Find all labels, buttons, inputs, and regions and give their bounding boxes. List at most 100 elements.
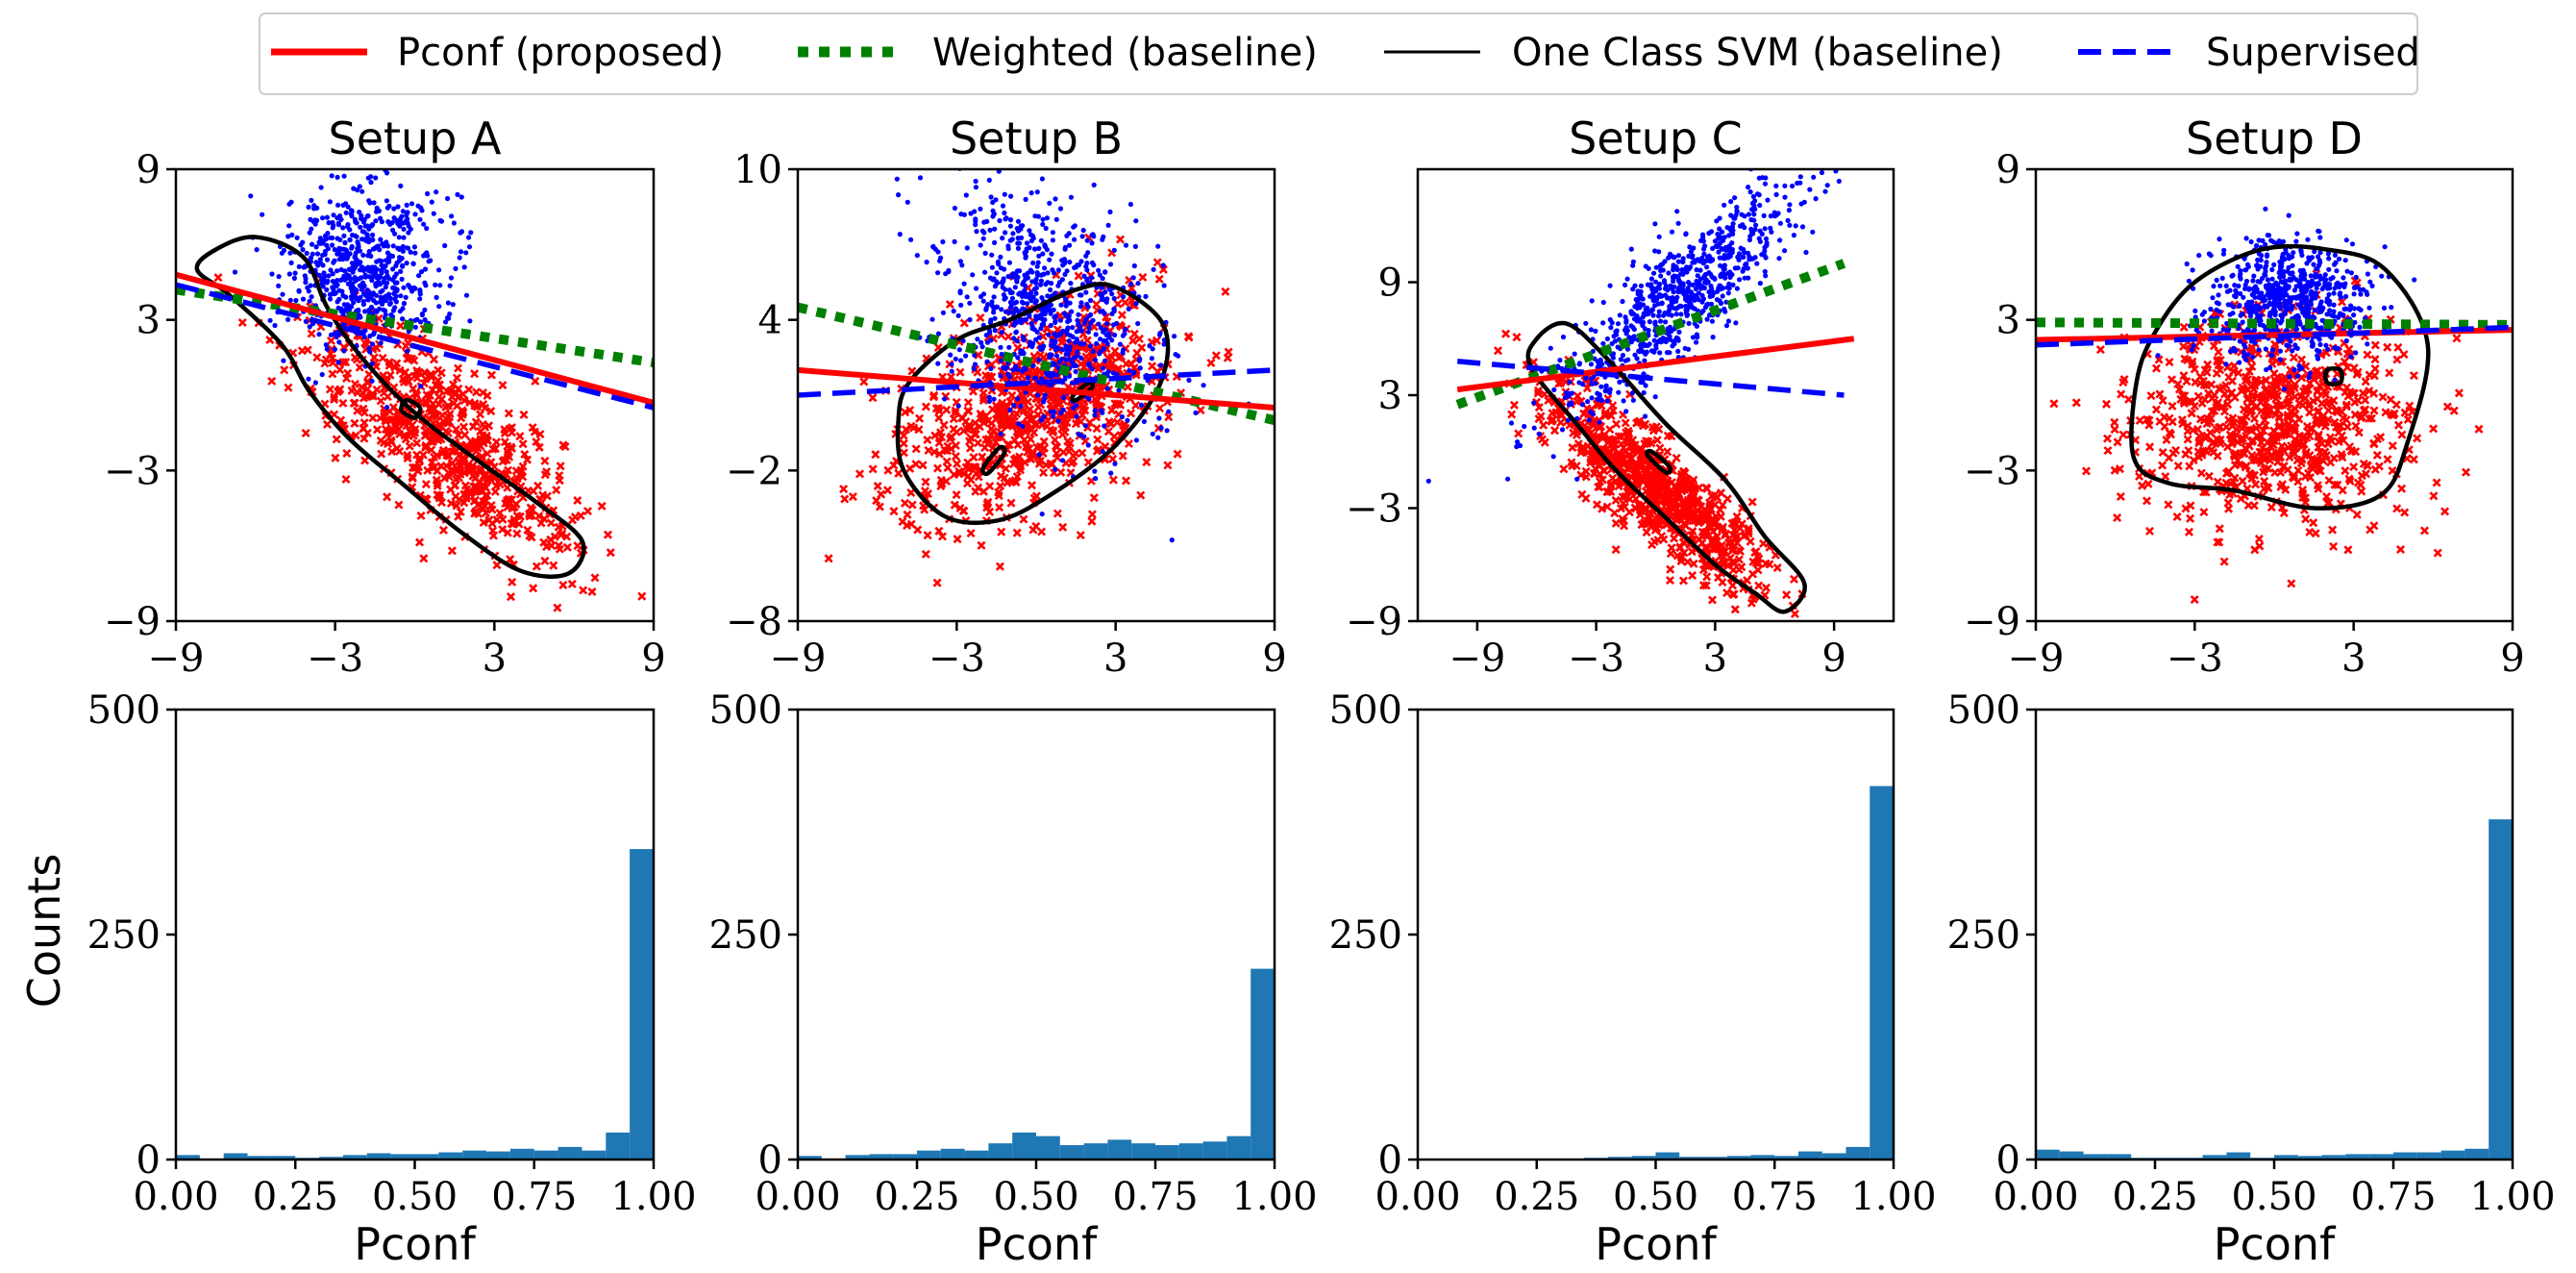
positive-point xyxy=(983,332,989,338)
positive-point xyxy=(1642,358,1647,363)
positive-point xyxy=(1076,431,1081,437)
positive-point xyxy=(1070,334,1076,339)
negative-point xyxy=(1173,449,1182,459)
negative-point xyxy=(1091,394,1101,404)
positive-point xyxy=(1096,321,1102,327)
positive-point xyxy=(1672,254,1677,261)
positive-point xyxy=(403,294,409,300)
negative-point xyxy=(1039,468,1049,478)
positive-point xyxy=(307,298,312,304)
positive-point xyxy=(384,250,391,256)
negative-point xyxy=(872,496,881,506)
negative-point xyxy=(976,312,985,323)
positive-point xyxy=(1002,210,1007,216)
positive-point xyxy=(1717,215,1722,221)
negative-point xyxy=(991,437,1001,447)
negative-point xyxy=(1689,499,1698,509)
positive-point xyxy=(337,213,343,219)
positive-point xyxy=(1048,287,1053,293)
positive-point xyxy=(1011,403,1017,409)
negative-point xyxy=(516,465,526,475)
negative-point xyxy=(1556,417,1566,428)
negative-point xyxy=(1154,274,1164,284)
negative-point xyxy=(906,519,916,529)
negative-point xyxy=(1728,589,1738,599)
positive-point xyxy=(1036,245,1042,251)
positive-point xyxy=(1119,413,1126,420)
positive-point xyxy=(981,219,987,225)
positive-point xyxy=(1066,338,1072,344)
negative-point xyxy=(1678,576,1689,586)
negative-point xyxy=(479,517,488,528)
negative-point xyxy=(383,492,392,502)
positive-point xyxy=(1744,261,1749,266)
negative-point xyxy=(478,387,488,398)
positive-point xyxy=(999,351,1004,358)
positive-point xyxy=(1824,183,1830,188)
positive-point xyxy=(1574,476,1580,482)
negative-point xyxy=(868,464,878,474)
positive-point xyxy=(353,278,359,284)
negative-point xyxy=(553,603,562,612)
positive-point xyxy=(1782,248,1788,254)
negative-point xyxy=(657,591,664,598)
positive-point xyxy=(1676,329,1682,335)
negative-point xyxy=(995,503,1004,512)
negative-point xyxy=(482,431,491,440)
positive-point xyxy=(1028,190,1034,196)
negative-point xyxy=(1688,526,1697,537)
negative-point xyxy=(2343,545,2353,555)
negative-point xyxy=(412,438,422,448)
positive-point xyxy=(1691,295,1697,301)
positive-point xyxy=(345,224,351,230)
positive-point xyxy=(254,247,260,253)
negative-point xyxy=(428,462,437,472)
negative-point xyxy=(637,591,647,601)
negative-point xyxy=(1630,470,1640,480)
positive-point xyxy=(296,263,302,269)
negative-point xyxy=(1058,522,1068,532)
positive-point xyxy=(1588,327,1594,333)
negative-point xyxy=(540,556,550,565)
pconf-boundary xyxy=(1456,336,1855,393)
positive-point xyxy=(955,312,961,318)
positive-point xyxy=(972,352,978,358)
positive-point xyxy=(1008,304,1014,310)
positive-point xyxy=(1076,262,1082,268)
plot-area xyxy=(2036,206,2513,605)
negative-point xyxy=(945,299,954,310)
positive-point xyxy=(369,361,375,366)
negative-point xyxy=(953,535,962,544)
negative-point xyxy=(957,413,968,423)
positive-point xyxy=(1589,376,1595,382)
y-tick-label: −9 xyxy=(104,600,161,644)
positive-point xyxy=(1057,206,1064,212)
positive-point xyxy=(353,259,359,264)
negative-point xyxy=(396,321,406,331)
positive-point xyxy=(417,216,423,222)
positive-point xyxy=(367,200,373,206)
negative-point xyxy=(1602,444,1612,454)
negative-point xyxy=(433,490,443,500)
negative-point xyxy=(979,418,989,428)
positive-point xyxy=(1756,192,1762,198)
positive-point xyxy=(978,339,984,345)
positive-point xyxy=(1158,362,1164,368)
positive-point xyxy=(1150,346,1155,352)
negative-point xyxy=(1606,481,1616,490)
negative-point xyxy=(1114,353,1124,362)
negative-point xyxy=(952,490,961,500)
positive-point xyxy=(987,319,994,325)
positive-point xyxy=(355,187,360,193)
positive-point xyxy=(929,316,935,322)
negative-point xyxy=(1608,473,1618,483)
positive-point xyxy=(293,297,299,304)
positive-point xyxy=(327,199,333,205)
positive-point xyxy=(1757,281,1763,287)
positive-point xyxy=(1791,233,1796,238)
positive-point xyxy=(1011,336,1017,341)
positive-point xyxy=(1688,301,1694,307)
negative-point xyxy=(1050,436,1060,445)
positive-point xyxy=(1742,275,1747,281)
negative-point xyxy=(1730,605,1740,614)
